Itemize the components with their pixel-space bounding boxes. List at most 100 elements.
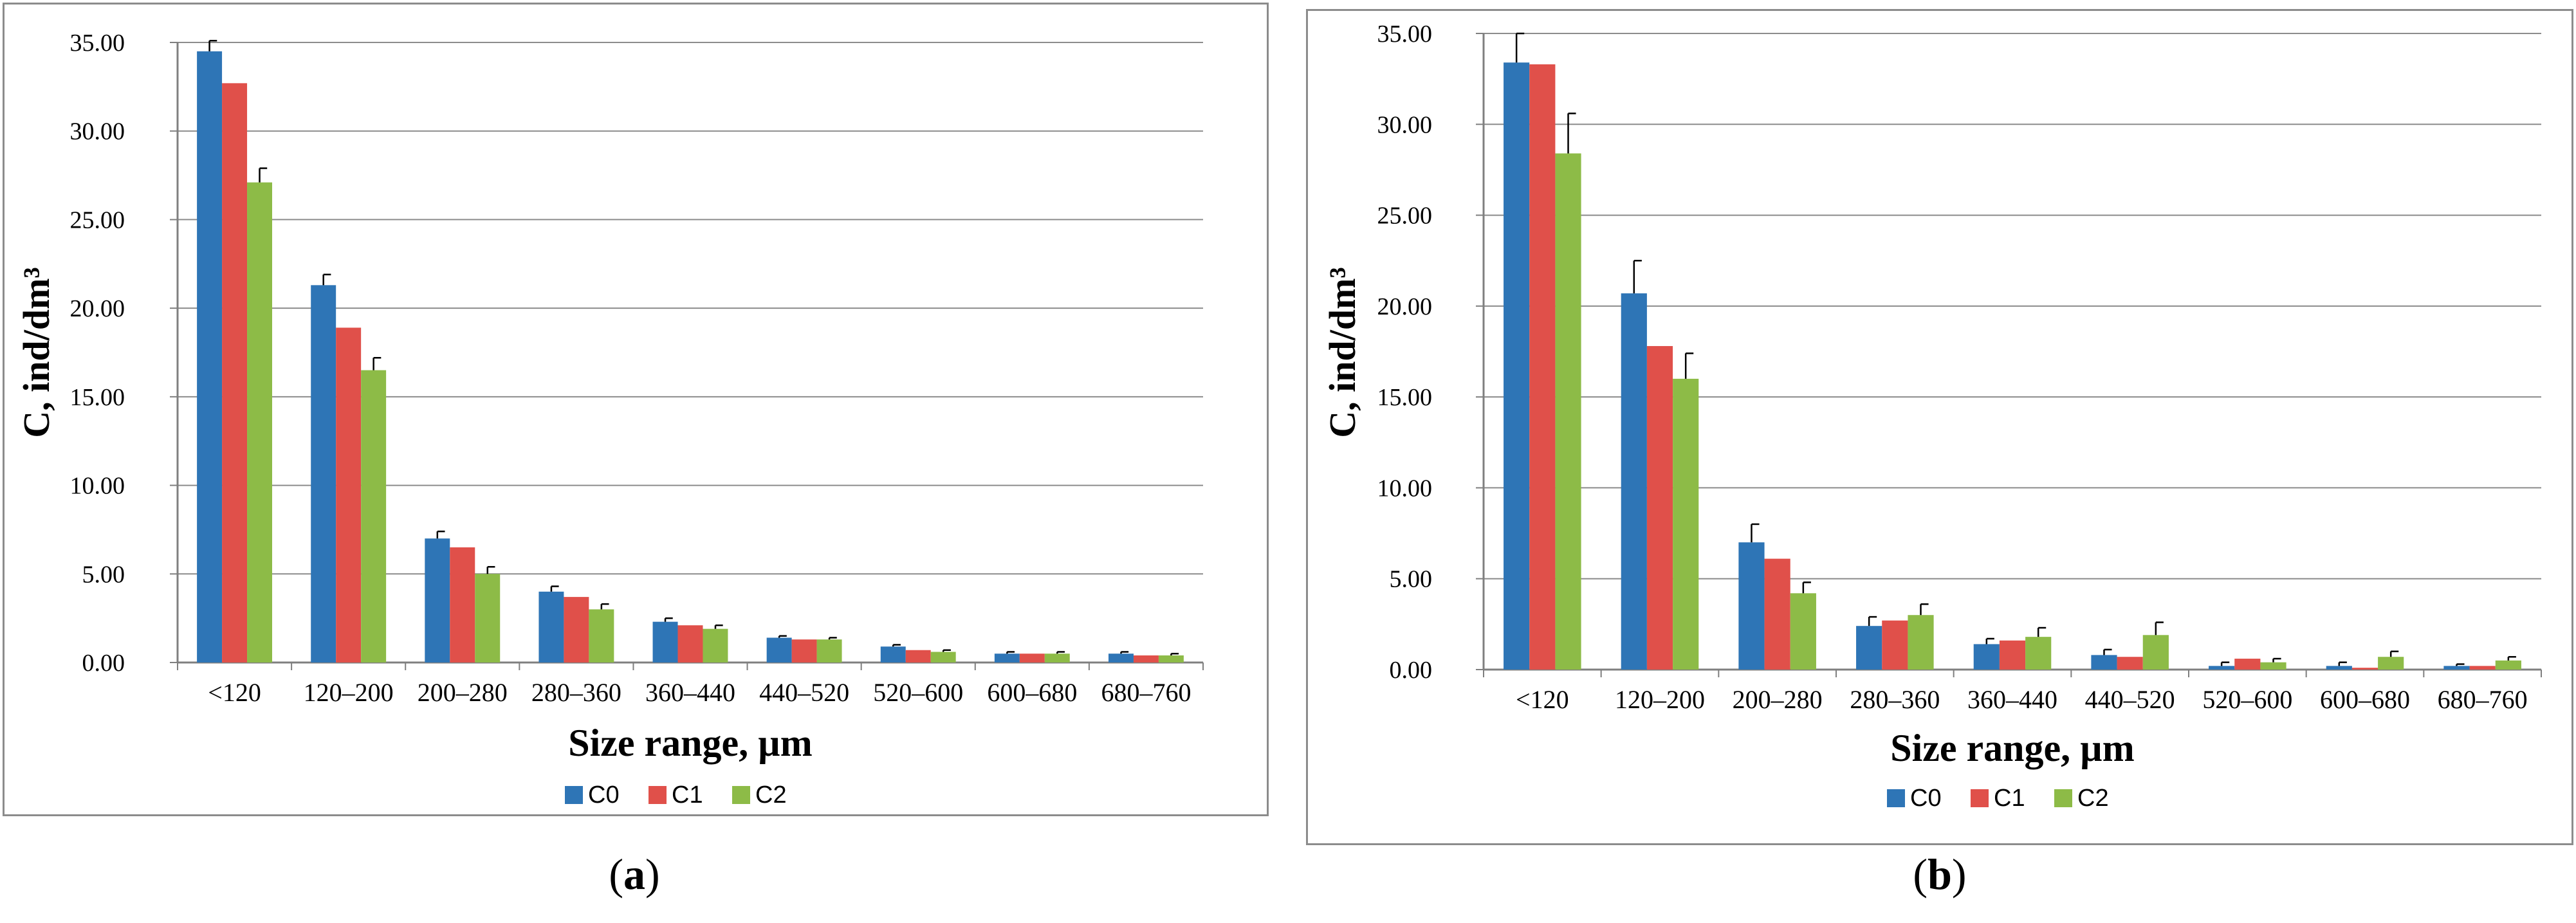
legend-label: C2 <box>755 781 787 809</box>
chart-panel-b: 0.00 5.00 10.00 15.00 20.00 25.00 30.00 35.00 <1… <box>1306 0 2576 923</box>
y-tick-label: 30.00 <box>1377 111 1433 138</box>
x-tick-label: 520–600 <box>2202 685 2292 714</box>
y-tick-label: 5.00 <box>1390 566 1433 593</box>
legend-swatch-c1 <box>1971 789 1989 807</box>
y-tick-label: 35.00 <box>70 30 125 57</box>
bar-c2 <box>247 182 273 663</box>
bar-c2 <box>2025 637 2052 670</box>
y-tick-label: 15.00 <box>70 384 125 411</box>
bar-c0 <box>2326 666 2352 670</box>
bar-c2 <box>2142 635 2169 670</box>
x-tick-label: 600–680 <box>987 678 1077 707</box>
bar-c0 <box>425 538 450 663</box>
bar-chart-a: 0.00 5.00 10.00 15.00 20.00 25.00 30.00 35.00 <1… <box>15 30 1204 809</box>
label-open-paren: ( <box>1913 850 1928 899</box>
y-tick-label: 25.00 <box>70 206 125 233</box>
x-tick-label: <120 <box>208 678 261 707</box>
bar-c2 <box>1790 593 1816 670</box>
y-tick-label: 25.00 <box>1377 203 1433 230</box>
bar-c0 <box>2443 666 2470 670</box>
x-tick-label: 200–280 <box>418 678 508 707</box>
label-close-paren: ) <box>645 850 660 899</box>
panel-label-b: (b) <box>1306 849 2573 900</box>
bar-c0 <box>1856 626 1882 670</box>
bar-c2 <box>816 639 842 663</box>
label-close-paren: ) <box>1951 850 1967 899</box>
bar-c2 <box>1673 378 1699 670</box>
y-tick-label: 10.00 <box>1377 475 1433 502</box>
bar-c0 <box>1973 644 2000 670</box>
bar-c1 <box>2234 659 2261 670</box>
legend-swatch-c0 <box>565 786 583 804</box>
bar-c2 <box>361 370 387 663</box>
bar-c0 <box>197 51 223 663</box>
bar-c1 <box>336 327 362 663</box>
bar-c2 <box>2495 660 2521 670</box>
bar-c1 <box>2117 657 2143 670</box>
x-tick-label: 440–520 <box>759 678 849 707</box>
bar-c2 <box>1044 653 1070 663</box>
legend-swatch-c1 <box>649 786 667 804</box>
bar-c2 <box>589 609 614 663</box>
bar-c1 <box>2469 666 2496 670</box>
bar-c1 <box>677 625 703 663</box>
bar-c0 <box>538 591 564 663</box>
bar-c1 <box>791 639 817 663</box>
x-tick-label: 120–200 <box>304 678 394 707</box>
bar-c2 <box>930 652 956 663</box>
bar-c1 <box>905 650 931 663</box>
bar-c1 <box>1133 655 1159 663</box>
bar-c2 <box>475 574 501 663</box>
chart-panel-a: 0.00 5.00 10.00 15.00 20.00 25.00 30.00 35.00 <1… <box>3 3 1269 899</box>
bar-c1 <box>1529 64 1556 670</box>
bar-c1 <box>1999 640 2026 670</box>
label-open-paren: ( <box>609 850 623 899</box>
bar-c0 <box>994 653 1020 663</box>
x-tick-label: 200–280 <box>1733 685 1823 714</box>
bar-c0 <box>1738 542 1765 670</box>
bar-c2 <box>2378 657 2404 670</box>
x-tick-label: 280–360 <box>531 678 621 707</box>
y-tick-label: 30.00 <box>70 118 125 145</box>
legend-swatch-c2 <box>732 786 750 804</box>
bar-c1 <box>1019 653 1045 663</box>
bar-c0 <box>1108 653 1134 663</box>
bar-c1 <box>1646 346 1673 670</box>
y-tick-label: 15.00 <box>1377 384 1433 411</box>
x-tick-label: 520–600 <box>873 678 963 707</box>
bar-c0 <box>880 646 906 663</box>
bar-c1 <box>564 597 589 663</box>
legend-label: C2 <box>2077 785 2109 812</box>
bar-c0 <box>1621 293 1647 670</box>
bar-c1 <box>1882 620 1908 670</box>
bar-c1 <box>222 83 248 663</box>
y-tick-label: 0.00 <box>82 650 125 677</box>
legend-swatch-c0 <box>1887 789 1905 807</box>
y-tick-label: 10.00 <box>70 473 125 500</box>
y-tick-label: 0.00 <box>1390 657 1433 684</box>
legend-label: C1 <box>672 781 703 809</box>
x-tick-label: 600–680 <box>2320 685 2410 714</box>
x-axis-title: Size range, µm <box>1890 727 2134 769</box>
legend-label: C0 <box>1910 785 1942 812</box>
y-tick-label: 35.00 <box>1377 21 1433 48</box>
bar-c0 <box>766 637 792 663</box>
bar-c0 <box>2091 655 2117 670</box>
bar-c1 <box>450 547 475 663</box>
x-tick-label: 360–440 <box>1967 685 2057 714</box>
x-tick-label: 680–760 <box>1101 678 1191 707</box>
x-tick-label: <120 <box>1516 685 1569 714</box>
label-letter: a <box>623 850 645 899</box>
bar-c2 <box>703 628 728 663</box>
y-tick-label: 5.00 <box>82 561 125 588</box>
y-tick-label: 20.00 <box>1377 293 1433 320</box>
x-tick-label: 360–440 <box>645 678 735 707</box>
y-axis-title: C, ind/dm³ <box>1321 267 1363 438</box>
bar-c0 <box>2209 666 2235 670</box>
y-axis-title: C, ind/dm³ <box>15 267 57 438</box>
x-tick-label: 120–200 <box>1615 685 1705 714</box>
bar-chart-b: 0.00 5.00 10.00 15.00 20.00 25.00 30.00 35.00 <1… <box>1321 21 2542 812</box>
x-axis-title: Size range, µm <box>568 722 812 764</box>
label-letter: b <box>1927 850 1952 899</box>
bar-c0 <box>652 621 678 663</box>
